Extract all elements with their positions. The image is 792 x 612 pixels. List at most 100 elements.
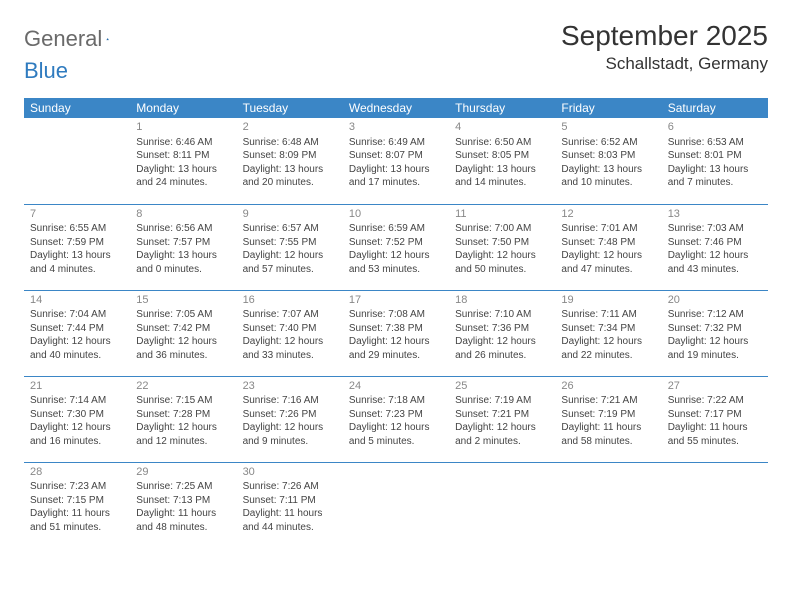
calendar-week-row: 7Sunrise: 6:55 AMSunset: 7:59 PMDaylight… [24,204,768,290]
day-header: Friday [555,98,661,118]
sunset-text: Sunset: 7:11 PM [243,494,337,508]
calendar-cell: 25Sunrise: 7:19 AMSunset: 7:21 PMDayligh… [449,376,555,462]
day-number: 10 [349,207,443,222]
daylight-text: Daylight: 12 hours and 26 minutes. [455,335,549,362]
day-header: Sunday [24,98,130,118]
calendar-week-row: 21Sunrise: 7:14 AMSunset: 7:30 PMDayligh… [24,376,768,462]
day-number: 28 [30,465,124,480]
calendar-cell: 5Sunrise: 6:52 AMSunset: 8:03 PMDaylight… [555,118,661,204]
sunrise-text: Sunrise: 7:16 AM [243,394,337,408]
calendar-cell: 19Sunrise: 7:11 AMSunset: 7:34 PMDayligh… [555,290,661,376]
sunset-text: Sunset: 7:21 PM [455,408,549,422]
calendar-cell: 28Sunrise: 7:23 AMSunset: 7:15 PMDayligh… [24,462,130,548]
calendar-cell: 29Sunrise: 7:25 AMSunset: 7:13 PMDayligh… [130,462,236,548]
daylight-text: Daylight: 12 hours and 36 minutes. [136,335,230,362]
sunset-text: Sunset: 7:30 PM [30,408,124,422]
day-number: 15 [136,293,230,308]
sunset-text: Sunset: 7:15 PM [30,494,124,508]
day-number: 7 [30,207,124,222]
day-header: Tuesday [237,98,343,118]
sunrise-text: Sunrise: 6:46 AM [136,136,230,150]
sunset-text: Sunset: 7:44 PM [30,322,124,336]
location-label: Schallstadt, Germany [561,54,768,74]
daylight-text: Daylight: 12 hours and 43 minutes. [668,249,762,276]
sunrise-text: Sunrise: 7:10 AM [455,308,549,322]
daylight-text: Daylight: 12 hours and 2 minutes. [455,421,549,448]
daylight-text: Daylight: 12 hours and 29 minutes. [349,335,443,362]
day-number: 14 [30,293,124,308]
sunset-text: Sunset: 8:09 PM [243,149,337,163]
calendar-cell: 17Sunrise: 7:08 AMSunset: 7:38 PMDayligh… [343,290,449,376]
sunset-text: Sunset: 7:50 PM [455,236,549,250]
sunrise-text: Sunrise: 7:19 AM [455,394,549,408]
sunrise-text: Sunrise: 7:14 AM [30,394,124,408]
day-number: 8 [136,207,230,222]
calendar-cell: 10Sunrise: 6:59 AMSunset: 7:52 PMDayligh… [343,204,449,290]
sunset-text: Sunset: 7:52 PM [349,236,443,250]
calendar-table: SundayMondayTuesdayWednesdayThursdayFrid… [24,98,768,548]
calendar-header-row: SundayMondayTuesdayWednesdayThursdayFrid… [24,98,768,118]
sunset-text: Sunset: 7:13 PM [136,494,230,508]
calendar-cell: 20Sunrise: 7:12 AMSunset: 7:32 PMDayligh… [662,290,768,376]
sunset-text: Sunset: 8:05 PM [455,149,549,163]
sunrise-text: Sunrise: 7:04 AM [30,308,124,322]
calendar-cell: 4Sunrise: 6:50 AMSunset: 8:05 PMDaylight… [449,118,555,204]
calendar-cell [555,462,661,548]
calendar-cell [662,462,768,548]
calendar-cell: 12Sunrise: 7:01 AMSunset: 7:48 PMDayligh… [555,204,661,290]
sunrise-text: Sunrise: 7:22 AM [668,394,762,408]
sunrise-text: Sunrise: 6:55 AM [30,222,124,236]
sunrise-text: Sunrise: 7:05 AM [136,308,230,322]
calendar-week-row: 1Sunrise: 6:46 AMSunset: 8:11 PMDaylight… [24,118,768,204]
day-number: 2 [243,120,337,135]
calendar-cell [24,118,130,204]
sunset-text: Sunset: 7:40 PM [243,322,337,336]
calendar-week-row: 28Sunrise: 7:23 AMSunset: 7:15 PMDayligh… [24,462,768,548]
sunset-text: Sunset: 8:03 PM [561,149,655,163]
sunrise-text: Sunrise: 7:26 AM [243,480,337,494]
sunset-text: Sunset: 7:55 PM [243,236,337,250]
daylight-text: Daylight: 11 hours and 44 minutes. [243,507,337,534]
day-number: 12 [561,207,655,222]
day-number: 30 [243,465,337,480]
daylight-text: Daylight: 13 hours and 17 minutes. [349,163,443,190]
logo-sail-icon [106,30,109,48]
daylight-text: Daylight: 12 hours and 50 minutes. [455,249,549,276]
logo: General [24,20,128,52]
calendar-cell: 1Sunrise: 6:46 AMSunset: 8:11 PMDaylight… [130,118,236,204]
calendar-cell: 7Sunrise: 6:55 AMSunset: 7:59 PMDaylight… [24,204,130,290]
day-number: 3 [349,120,443,135]
sunset-text: Sunset: 7:46 PM [668,236,762,250]
calendar-cell: 18Sunrise: 7:10 AMSunset: 7:36 PMDayligh… [449,290,555,376]
sunrise-text: Sunrise: 7:25 AM [136,480,230,494]
sunset-text: Sunset: 7:23 PM [349,408,443,422]
sunset-text: Sunset: 7:17 PM [668,408,762,422]
sunrise-text: Sunrise: 7:18 AM [349,394,443,408]
calendar-cell: 13Sunrise: 7:03 AMSunset: 7:46 PMDayligh… [662,204,768,290]
calendar-cell: 8Sunrise: 6:56 AMSunset: 7:57 PMDaylight… [130,204,236,290]
calendar-cell: 11Sunrise: 7:00 AMSunset: 7:50 PMDayligh… [449,204,555,290]
logo-word-2: Blue [24,58,68,84]
sunrise-text: Sunrise: 7:07 AM [243,308,337,322]
sunset-text: Sunset: 8:01 PM [668,149,762,163]
sunrise-text: Sunrise: 7:08 AM [349,308,443,322]
sunset-text: Sunset: 7:57 PM [136,236,230,250]
daylight-text: Daylight: 11 hours and 58 minutes. [561,421,655,448]
sunrise-text: Sunrise: 6:56 AM [136,222,230,236]
daylight-text: Daylight: 12 hours and 19 minutes. [668,335,762,362]
calendar-cell: 30Sunrise: 7:26 AMSunset: 7:11 PMDayligh… [237,462,343,548]
day-number: 17 [349,293,443,308]
day-number: 27 [668,379,762,394]
daylight-text: Daylight: 12 hours and 9 minutes. [243,421,337,448]
daylight-text: Daylight: 12 hours and 47 minutes. [561,249,655,276]
calendar-cell: 27Sunrise: 7:22 AMSunset: 7:17 PMDayligh… [662,376,768,462]
sunrise-text: Sunrise: 7:21 AM [561,394,655,408]
sunrise-text: Sunrise: 7:12 AM [668,308,762,322]
sunset-text: Sunset: 7:32 PM [668,322,762,336]
sunset-text: Sunset: 7:36 PM [455,322,549,336]
daylight-text: Daylight: 13 hours and 4 minutes. [30,249,124,276]
day-number: 13 [668,207,762,222]
day-number: 18 [455,293,549,308]
sunset-text: Sunset: 7:42 PM [136,322,230,336]
daylight-text: Daylight: 11 hours and 51 minutes. [30,507,124,534]
